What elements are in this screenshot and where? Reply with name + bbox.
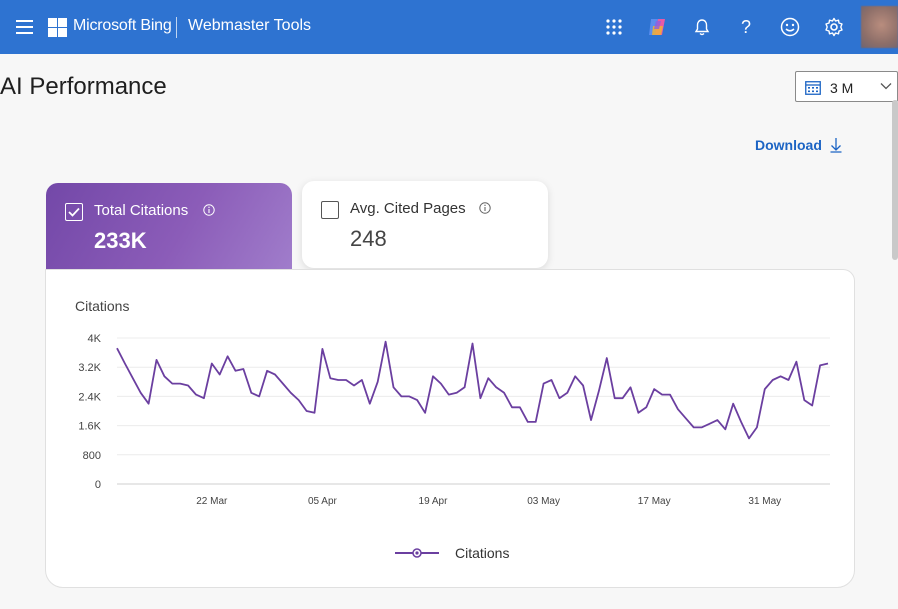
citations-chart-panel: Citations 4K 3.2K 2.4K 1.6K 800 0 22 Mar 05 Apr…	[45, 269, 855, 588]
checkmark-icon	[68, 207, 80, 217]
page-title: AI Performance	[0, 73, 167, 100]
product-name[interactable]: Webmaster Tools	[188, 17, 312, 34]
total-citations-card[interactable]: Total Citations 233K	[46, 183, 292, 270]
x-tick-label: 05 Apr	[308, 496, 338, 507]
y-tick-label: 2.4K	[78, 391, 101, 403]
brand-separator	[176, 17, 177, 38]
avg-cited-pages-value: 248	[350, 226, 387, 251]
download-arrow-icon	[830, 138, 842, 153]
avg-cited-pages-checkbox[interactable]	[321, 201, 339, 219]
chart-title: Citations	[75, 298, 130, 314]
user-avatar[interactable]	[861, 6, 898, 48]
brand-name[interactable]: Microsoft Bing	[73, 17, 172, 34]
y-tick-label: 0	[95, 479, 101, 491]
top-navigation-bar: Microsoft Bing Webmaster Tools ?	[0, 0, 898, 54]
info-icon[interactable]	[479, 202, 491, 214]
microsoft-logo-icon	[48, 18, 67, 37]
y-tick-label: 4K	[88, 333, 102, 345]
apps-grid-icon[interactable]	[602, 15, 626, 39]
page-scrollbar[interactable]	[892, 100, 898, 260]
x-tick-label: 19 Apr	[419, 496, 449, 507]
legend-point-dot	[415, 551, 419, 555]
date-range-value: 3 M	[830, 80, 854, 96]
x-tick-label: 31 May	[748, 496, 781, 507]
download-link[interactable]: Download	[755, 137, 842, 153]
citations-line-chart: 4K 3.2K 2.4K 1.6K 800 0 22 Mar 05 Apr 19 Apr 03 M…	[78, 333, 830, 561]
avg-cited-pages-label: Avg. Cited Pages	[350, 200, 466, 217]
download-label: Download	[755, 137, 822, 153]
total-citations-checkbox[interactable]	[65, 203, 83, 221]
avg-cited-pages-card[interactable]: Avg. Cited Pages 248	[302, 181, 548, 268]
x-tick-label: 17 May	[638, 496, 671, 507]
calendar-icon	[805, 81, 821, 95]
date-range-dropdown[interactable]: 3 M	[795, 71, 898, 102]
citations-series-line	[116, 340, 829, 440]
total-citations-value: 233K	[94, 228, 147, 253]
copilot-icon[interactable]	[646, 15, 670, 39]
help-icon[interactable]: ?	[740, 16, 751, 37]
legend-label: Citations	[455, 545, 509, 561]
info-icon[interactable]	[203, 204, 215, 216]
y-tick-label: 1.6K	[78, 421, 101, 433]
x-tick-label: 22 Mar	[196, 496, 228, 507]
feedback-smiley-icon[interactable]	[778, 15, 802, 39]
y-tick-label: 800	[83, 450, 101, 462]
settings-gear-icon[interactable]	[822, 15, 846, 39]
total-citations-label: Total Citations	[94, 202, 189, 219]
chevron-down-icon	[880, 83, 892, 90]
y-tick-label: 3.2K	[78, 362, 101, 374]
x-tick-label: 03 May	[527, 496, 560, 507]
notification-bell-icon[interactable]	[690, 15, 714, 39]
menu-icon[interactable]	[16, 20, 33, 34]
